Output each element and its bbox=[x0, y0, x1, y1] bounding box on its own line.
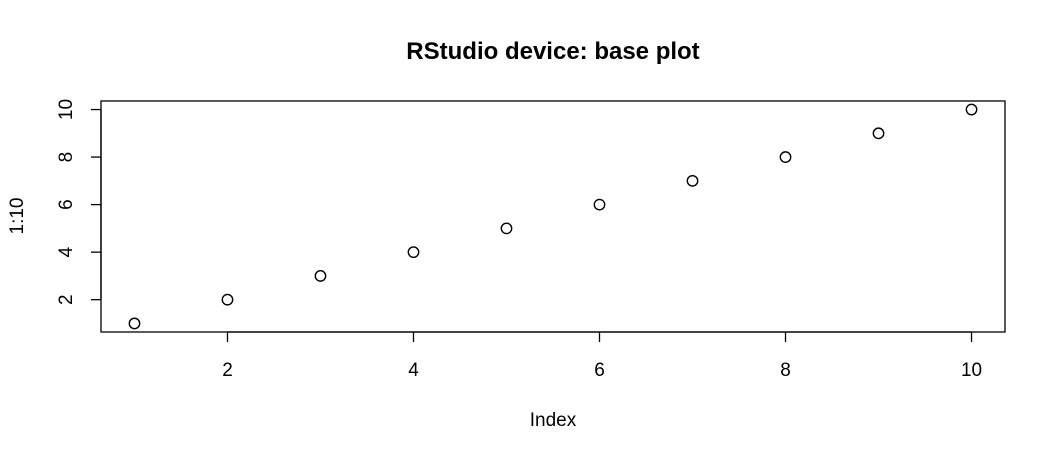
data-point bbox=[593, 198, 606, 211]
y-axis-label: 1:10 bbox=[7, 198, 28, 235]
x-axis-label: Index bbox=[530, 410, 577, 431]
data-point bbox=[128, 317, 141, 330]
data-point bbox=[314, 270, 327, 282]
y-tick-label: 8 bbox=[56, 152, 77, 163]
x-tick-label: 6 bbox=[594, 360, 605, 381]
data-points bbox=[128, 103, 978, 330]
y-tick-label: 4 bbox=[56, 246, 77, 257]
data-point bbox=[965, 103, 978, 116]
plot-frame bbox=[100, 100, 1006, 333]
x-tick-label: 4 bbox=[408, 360, 419, 381]
x-axis: 2 4 6 8 10 bbox=[222, 331, 982, 381]
chart-title: RStudio device: base plot bbox=[406, 38, 699, 65]
y-axis: 2 4 6 8 10 bbox=[56, 99, 102, 305]
data-point bbox=[686, 174, 699, 187]
y-tick-label: 2 bbox=[56, 294, 77, 305]
x-tick-label: 10 bbox=[961, 360, 982, 381]
data-point bbox=[221, 293, 234, 306]
y-tick-label: 6 bbox=[56, 199, 77, 210]
data-point bbox=[407, 246, 420, 259]
data-point bbox=[872, 127, 885, 140]
data-point bbox=[500, 222, 513, 235]
x-tick-label: 2 bbox=[222, 360, 233, 381]
y-tick-label: 10 bbox=[56, 99, 77, 120]
x-tick-label: 8 bbox=[780, 360, 791, 381]
data-point bbox=[779, 151, 792, 163]
